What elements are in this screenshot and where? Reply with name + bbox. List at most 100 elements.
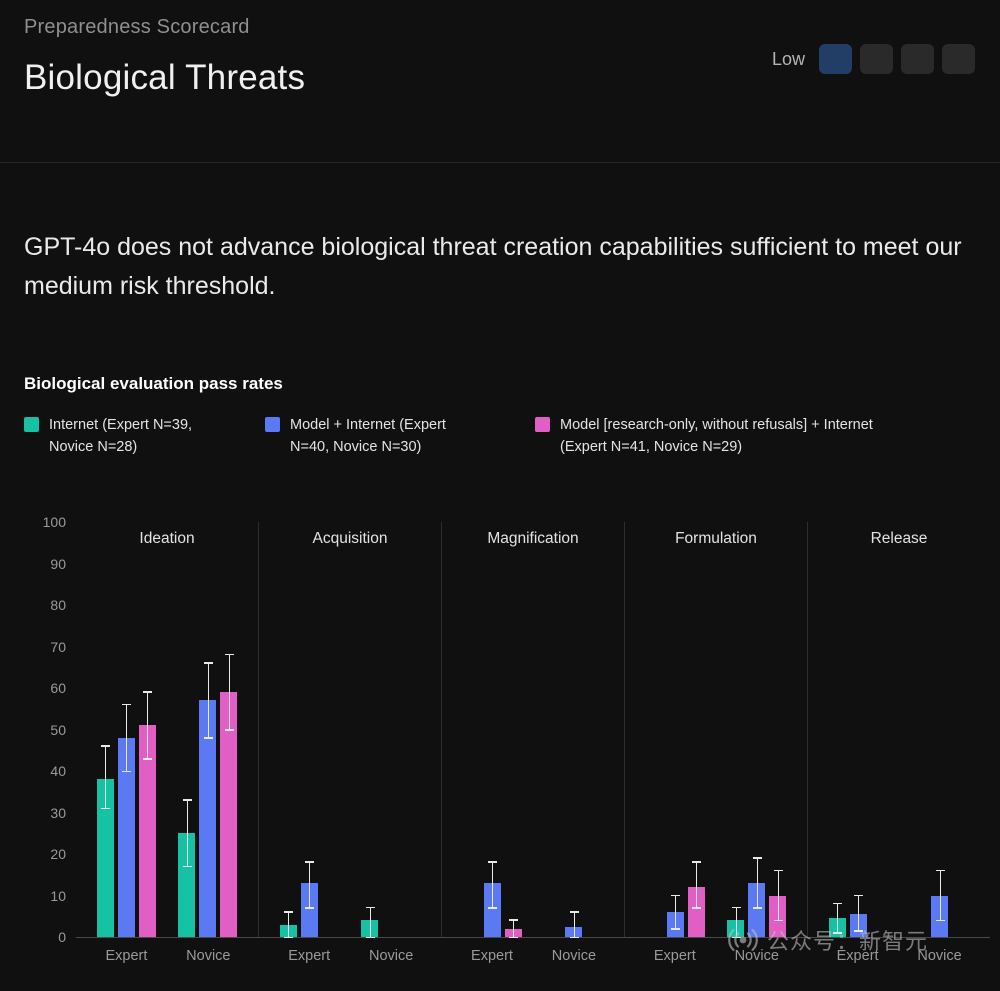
y-tick-label: 40 <box>50 763 66 779</box>
bar-slot <box>665 522 686 937</box>
bar <box>300 883 318 937</box>
bar <box>483 883 501 937</box>
bar-slot <box>848 522 869 937</box>
bar-slot <box>869 522 890 937</box>
bar-group <box>644 522 707 937</box>
x-tick-label: Expert <box>471 948 513 964</box>
x-axis-panel: Expert Novice <box>807 948 990 964</box>
error-bar <box>935 869 945 922</box>
bar-group <box>542 522 605 938</box>
legend-swatch <box>535 417 550 432</box>
soundwave-logo-icon <box>728 928 758 952</box>
x-tick-label: Novice <box>368 948 414 964</box>
risk-level-label: Low <box>771 48 805 69</box>
y-tick-label: 10 <box>50 887 66 904</box>
risk-square <box>942 44 975 74</box>
chart: 0 10 20 30 40 50 60 70 80 90 100 Ideation Acquisiti… <box>24 514 990 974</box>
y-tick-label: 0 <box>58 929 66 945</box>
panel-title: Acquisition <box>312 530 388 547</box>
chart-legend: Internet (Expert N=39, Novice N=28) Model… <box>24 414 890 458</box>
bar-slot <box>218 522 239 937</box>
risk-level-squares <box>819 44 975 74</box>
x-axis-panel: Expert Novice <box>76 948 259 964</box>
bar-slot <box>461 522 482 937</box>
legend-label: Internet (Expert N=39, Novice N=28) <box>49 417 193 455</box>
bar-groups <box>808 522 990 937</box>
bar-slot <box>746 522 767 937</box>
bar-slot <box>908 522 929 937</box>
bar <box>117 737 135 937</box>
bar-groups <box>76 522 258 937</box>
bar-slot <box>278 522 299 938</box>
error-bar <box>101 745 111 810</box>
bar <box>687 887 705 937</box>
breadcrumb: Preparedness Scorecard <box>24 16 250 38</box>
bar <box>178 833 196 937</box>
x-tick-label: Novice <box>551 948 597 964</box>
bar-slot <box>686 522 707 937</box>
bar-slot <box>137 522 158 937</box>
x-tick-label: Novice <box>186 948 231 964</box>
legend-item: Model + Internet (Expert N=40, Novice N=… <box>265 414 535 458</box>
y-axis: 0 10 20 30 40 50 60 70 80 90 100 <box>24 514 76 945</box>
error-bar <box>569 911 579 938</box>
bar-group <box>176 522 239 937</box>
bar-slot <box>725 522 746 939</box>
error-bar <box>773 869 783 922</box>
y-tick-label: 90 <box>50 555 66 572</box>
error-bar <box>305 861 315 909</box>
legend-label: Model [research-only, without refusals] … <box>560 417 873 455</box>
bar-group <box>827 522 890 937</box>
risk-square <box>901 44 934 74</box>
bar-slot <box>482 522 503 937</box>
y-tick-label: 100 <box>42 514 66 530</box>
bar-group <box>359 522 422 939</box>
x-tick-label: Novice <box>917 948 962 964</box>
bar-slot <box>95 522 116 937</box>
error-bar <box>752 857 762 909</box>
bar-slot <box>503 522 524 938</box>
bar-slot <box>827 522 848 937</box>
watermark-text: 公众号：新智元 <box>767 929 929 954</box>
bar-slot <box>359 522 380 939</box>
bar-slot <box>176 522 197 937</box>
page-title: Biological Threats <box>24 58 306 97</box>
x-tick-label: Expert <box>836 948 879 964</box>
chart-panel: Magnification <box>441 522 624 938</box>
chart-title: Biological evaluation pass rates <box>24 374 283 393</box>
bar-group <box>725 522 788 939</box>
bar-slot <box>542 522 563 937</box>
bar-slot <box>563 522 584 938</box>
bar-groups <box>259 522 441 939</box>
error-bar <box>854 894 864 933</box>
error-bar <box>509 919 519 938</box>
panel-title: Magnification <box>487 530 579 547</box>
x-axis-panel: Expert Novice <box>259 948 442 964</box>
bar-group <box>461 522 524 938</box>
x-tick-label: Novice <box>734 948 779 964</box>
panel-title: Ideation <box>139 530 195 547</box>
summary-statement: GPT-4o does not advance biological threa… <box>24 233 962 300</box>
bar-group <box>908 522 971 937</box>
bar-slot <box>299 522 320 937</box>
x-axis-panel: Expert Novice <box>624 948 807 964</box>
x-tick-label: Expert <box>288 948 331 964</box>
header-divider <box>0 162 1000 163</box>
chart-panel: Release <box>807 522 990 937</box>
error-bar <box>224 653 234 731</box>
legend-item: Model [research-only, without refusals] … <box>535 414 890 458</box>
panel-title: Release <box>870 530 928 547</box>
bar <box>748 883 766 937</box>
y-tick-label: 70 <box>50 638 66 655</box>
chart-panel: Formulation <box>624 522 807 939</box>
x-tick-label: Expert <box>653 948 696 964</box>
risk-square-active <box>819 44 852 74</box>
chart-panel: Ideation <box>76 522 258 937</box>
y-tick-label: 30 <box>50 804 66 821</box>
error-bar <box>671 894 681 930</box>
error-bar <box>203 662 213 739</box>
error-bar <box>833 902 843 934</box>
bar-slot <box>320 522 341 937</box>
bar-slot <box>950 522 971 937</box>
